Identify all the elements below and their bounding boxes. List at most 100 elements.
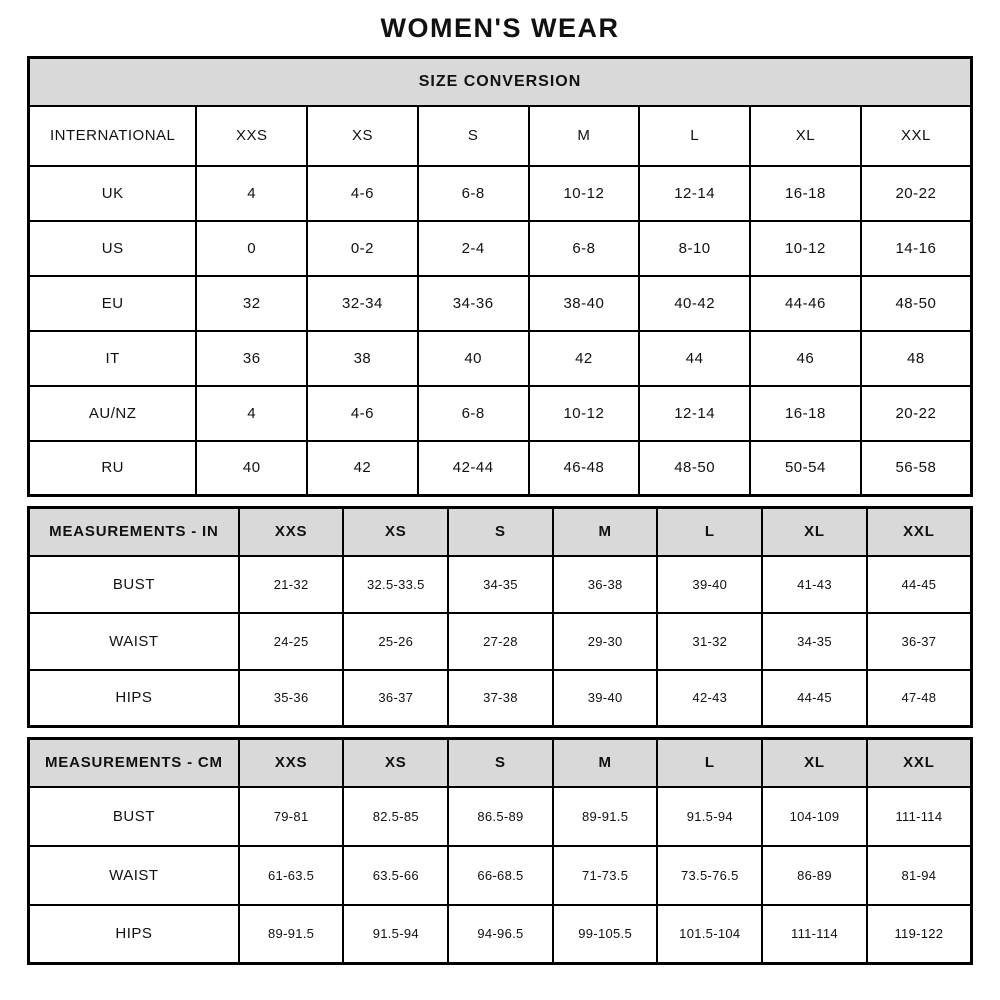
cell: 71-73.5: [551, 844, 659, 906]
column-header-s: S: [416, 104, 530, 167]
cell: 20-22: [859, 164, 973, 222]
cell: 40: [195, 439, 309, 497]
cell: 32.5-33.5: [342, 554, 450, 614]
row-label: BUST: [27, 554, 240, 614]
cell: 111-114: [761, 903, 868, 965]
cell: 99-105.5: [551, 903, 659, 965]
cell: 42-43: [656, 668, 764, 728]
cell: 24-25: [237, 611, 345, 671]
cell: 10-12: [749, 219, 862, 277]
table-row-us: US 0 0-2 2-4 6-8 8-10 10-12 14-16: [27, 219, 973, 277]
cell: 2-4: [416, 219, 530, 277]
cell: 4-6: [306, 384, 419, 442]
cell: 0: [195, 219, 309, 277]
column-header-xxl: XXL: [859, 104, 973, 167]
cell: 86.5-89: [447, 785, 554, 847]
cell: 86-89: [761, 844, 868, 906]
cell: 46-48: [527, 439, 641, 497]
size-chart-page: WOMEN'S WEAR SIZE CONVERSION INTERNATION…: [27, 12, 973, 965]
size-conversion-banner-row: SIZE CONVERSION: [27, 56, 973, 107]
measurements-cm-table: MEASUREMENTS - CM XXS XS S M L XL XXL BU…: [27, 737, 973, 965]
table-row-hips-cm: HIPS 89-91.5 91.5-94 94-96.5 99-105.5 10…: [27, 903, 973, 965]
table-row-bust-cm: BUST 79-81 82.5-85 86.5-89 89-91.5 91.5-…: [27, 785, 973, 847]
cell: 20-22: [859, 384, 973, 442]
table-gap: [27, 497, 973, 506]
cell: 25-26: [342, 611, 450, 671]
cell: 111-114: [865, 785, 973, 847]
table-row-bust-in: BUST 21-32 32.5-33.5 34-35 36-38 39-40 4…: [27, 554, 973, 614]
column-header-xxl: XXL: [865, 506, 973, 557]
column-header-l: L: [656, 737, 764, 788]
cell: 79-81: [237, 785, 345, 847]
cell: 89-91.5: [551, 785, 659, 847]
cell: 44-45: [865, 554, 973, 614]
size-conversion-banner: SIZE CONVERSION: [27, 56, 973, 107]
row-label: HIPS: [27, 903, 240, 965]
cell: 34-35: [761, 611, 868, 671]
cell: 42: [306, 439, 419, 497]
cell: 31-32: [656, 611, 764, 671]
cell: 40-42: [638, 274, 752, 332]
cell: 34-36: [416, 274, 530, 332]
column-header-s: S: [447, 737, 554, 788]
cell: 91.5-94: [656, 785, 764, 847]
cell: 36: [195, 329, 309, 387]
cell: 16-18: [749, 164, 862, 222]
cell: 8-10: [638, 219, 752, 277]
cell: 94-96.5: [447, 903, 554, 965]
row-label: HIPS: [27, 668, 240, 728]
cell: 16-18: [749, 384, 862, 442]
cell: 63.5-66: [342, 844, 450, 906]
table-row-uk: UK 4 4-6 6-8 10-12 12-14 16-18 20-22: [27, 164, 973, 222]
cell: 4-6: [306, 164, 419, 222]
column-header-xl: XL: [761, 737, 868, 788]
row-label: RU: [27, 439, 198, 497]
cell: 40: [416, 329, 530, 387]
row-label: WAIST: [27, 844, 240, 906]
row-label: IT: [27, 329, 198, 387]
table-row-waist-in: WAIST 24-25 25-26 27-28 29-30 31-32 34-3…: [27, 611, 973, 671]
row-label: EU: [27, 274, 198, 332]
column-header-xs: XS: [342, 737, 450, 788]
cell: 104-109: [761, 785, 868, 847]
column-header-l: L: [656, 506, 764, 557]
cell: 61-63.5: [237, 844, 345, 906]
cell: 34-35: [447, 554, 554, 614]
cell: 38-40: [527, 274, 641, 332]
cell: 48-50: [859, 274, 973, 332]
cell: 82.5-85: [342, 785, 450, 847]
cell: 48: [859, 329, 973, 387]
measurements-in-header-row: MEASUREMENTS - IN XXS XS S M L XL XXL: [27, 506, 973, 557]
cell: 91.5-94: [342, 903, 450, 965]
cell: 73.5-76.5: [656, 844, 764, 906]
cell: 42: [527, 329, 641, 387]
column-header-xs: XS: [342, 506, 450, 557]
cell: 36-37: [342, 668, 450, 728]
cell: 6-8: [416, 384, 530, 442]
cell: 50-54: [749, 439, 862, 497]
cell: 4: [195, 384, 309, 442]
table-row-ru: RU 40 42 42-44 46-48 48-50 50-54 56-58: [27, 439, 973, 497]
cell: 39-40: [656, 554, 764, 614]
cell: 42-44: [416, 439, 530, 497]
column-header-l: L: [638, 104, 752, 167]
cell: 44-46: [749, 274, 862, 332]
page-title: WOMEN'S WEAR: [380, 12, 620, 43]
cell: 35-36: [237, 668, 345, 728]
table-gap: [27, 728, 973, 737]
row-label: AU/NZ: [27, 384, 198, 442]
cell: 36-38: [551, 554, 659, 614]
cell: 29-30: [551, 611, 659, 671]
cell: 6-8: [527, 219, 641, 277]
cell: 46: [749, 329, 862, 387]
column-header-xxl: XXL: [865, 737, 973, 788]
size-conversion-header-row: INTERNATIONAL XXS XS S M L XL XXL: [27, 104, 973, 167]
table-row-waist-cm: WAIST 61-63.5 63.5-66 66-68.5 71-73.5 73…: [27, 844, 973, 906]
table-row-eu: EU 32 32-34 34-36 38-40 40-42 44-46 48-5…: [27, 274, 973, 332]
column-header-xxs: XXS: [237, 737, 345, 788]
column-header-xxs: XXS: [237, 506, 345, 557]
column-header-xl: XL: [761, 506, 868, 557]
cell: 56-58: [859, 439, 973, 497]
cell: 89-91.5: [237, 903, 345, 965]
column-header-international: INTERNATIONAL: [27, 104, 198, 167]
